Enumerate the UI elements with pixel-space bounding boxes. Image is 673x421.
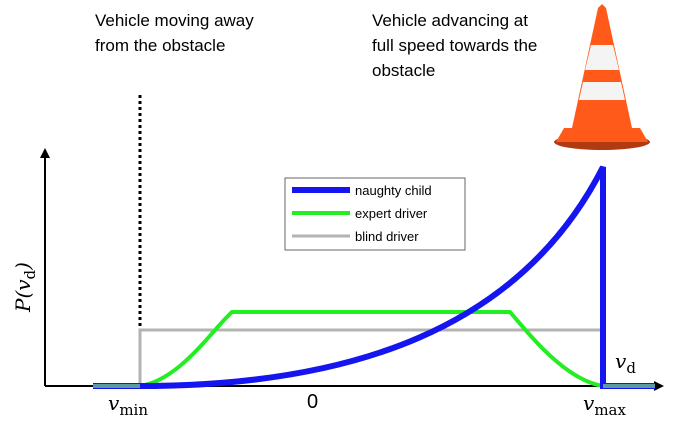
x-tick-label: 0 [307,391,318,413]
x-tick-label: vmin [108,391,148,419]
page: naughty child expert driver blind driver… [0,0,673,421]
subscript: max [594,401,626,419]
x-tick-label: vmax [583,391,626,419]
y-axis-label: P(vd) [11,262,39,313]
symbol: v [583,391,595,415]
symbol: ) [11,262,35,271]
traffic-cone [554,4,650,150]
subscript: min [119,401,148,419]
x-axis-label: vd [615,349,636,377]
legend-label: blind driver [355,229,419,244]
symbol: v [108,391,120,415]
annotation: from the obstacle [95,36,225,55]
annotation: full speed towards the [372,36,537,55]
annotation: obstacle [372,61,435,80]
annotation: Vehicle advancing at [372,11,528,30]
subscript: d [21,269,39,279]
subscript: d [626,359,636,377]
symbol: v [615,349,627,373]
legend-label: expert driver [355,206,428,221]
symbol: P(v [11,279,35,313]
expert-driver-curve [93,312,655,386]
legend: naughty child expert driver blind driver [285,178,465,250]
figure: naughty child expert driver blind driver… [0,0,673,421]
annotation: Vehicle moving away [95,11,254,30]
legend-label: naughty child [355,183,432,198]
